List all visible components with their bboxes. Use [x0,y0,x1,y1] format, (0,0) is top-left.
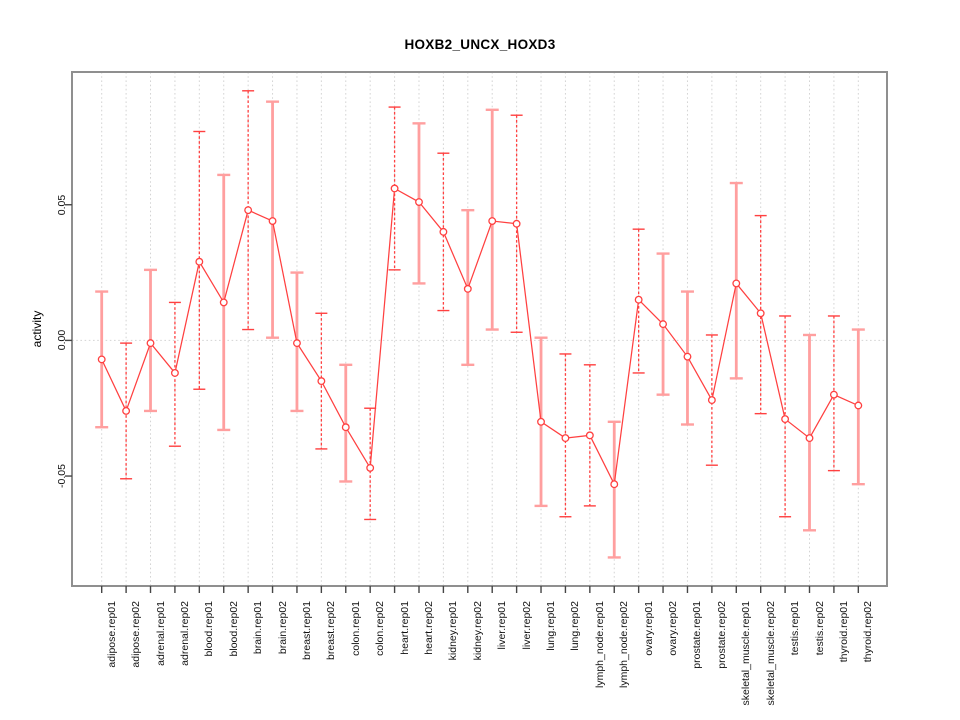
data-point [854,401,863,410]
gridlines [101,72,859,586]
x-tick-label: adrenal.rep02 [178,601,191,666]
data-point [537,417,545,426]
data-point [122,406,131,415]
y-tick-label: 0.00 [56,330,68,351]
x-tick-label: kidney.rep01 [447,601,460,661]
x-tick-label: prostate.rep01 [691,601,704,669]
data-point [317,377,326,386]
x-tick-label: lung.rep01 [545,601,558,651]
data-point [415,198,423,206]
data-points [97,184,863,489]
x-tick-label: adipose.rep02 [130,601,143,668]
data-point [97,355,106,364]
data-point [610,480,619,489]
x-tick-label: testis.rep02 [813,601,826,656]
x-tick-label: breast.rep02 [325,601,338,660]
data-point [146,339,155,348]
data-point [707,396,716,405]
data-point [683,352,692,361]
data-point [463,284,472,293]
x-tick-label: prostate.rep02 [715,601,728,669]
data-point [170,369,179,377]
data-point [732,279,741,288]
axis-ticks [65,204,860,593]
x-tick-label: thyroid.rep02 [862,601,875,663]
x-tick-label: blood.rep02 [227,601,240,657]
data-point [634,295,643,304]
x-tick-label: blood.rep01 [203,601,216,657]
x-tick-label: lung.rep02 [569,601,582,651]
x-tick-label: ovary.rep01 [642,601,655,656]
data-point [244,206,253,215]
data-point [366,463,375,472]
x-tick-label: colon.rep02 [374,601,387,656]
x-tick-label: adrenal.rep01 [154,601,167,666]
plot-border [71,71,888,587]
x-tick-label: liver.rep01 [496,601,509,650]
data-point [268,217,277,225]
x-tick-label: ovary.rep02 [667,601,680,656]
data-point [439,227,448,236]
data-point [805,434,814,443]
x-tick-label: skeletal_muscle.rep01 [740,601,753,706]
data-point [195,257,204,266]
data-point [659,320,668,329]
error-bars [95,90,865,559]
data-point [219,298,228,307]
x-tick-label: thyroid.rep01 [837,601,850,663]
x-tick-label: adipose.rep01 [105,601,118,668]
series-line [101,187,859,487]
data-point [561,434,570,443]
x-tick-label: brain.rep02 [276,601,289,655]
x-tick-label: skeletal_muscle.rep02 [764,601,777,706]
x-tick-label: lymph_node.rep02 [618,601,631,688]
y-tick-label: 0.05 [56,194,68,215]
x-tick-label: breast.rep01 [300,601,313,660]
data-point [390,184,399,193]
x-tick-label: heart.rep01 [398,601,411,655]
chart-title: HOXB2_UNCX_HOXD3 [404,37,556,52]
data-point [781,415,790,424]
data-point [585,431,594,440]
data-point [341,423,350,432]
data-point [756,309,765,318]
x-tick-label: colon.rep01 [349,601,362,656]
x-tick-label: lymph_node.rep01 [593,601,606,688]
x-tick-label: brain.rep01 [252,601,265,655]
y-tick-label: -0.05 [56,464,68,489]
data-point [488,217,497,225]
data-point [512,219,521,228]
x-tick-label: heart.rep02 [422,601,435,655]
data-point [829,390,838,399]
x-tick-label: testis.rep01 [789,601,802,656]
x-tick-label: kidney.rep02 [471,601,484,661]
x-tick-label: liver.rep02 [520,601,533,650]
data-point [293,339,301,348]
